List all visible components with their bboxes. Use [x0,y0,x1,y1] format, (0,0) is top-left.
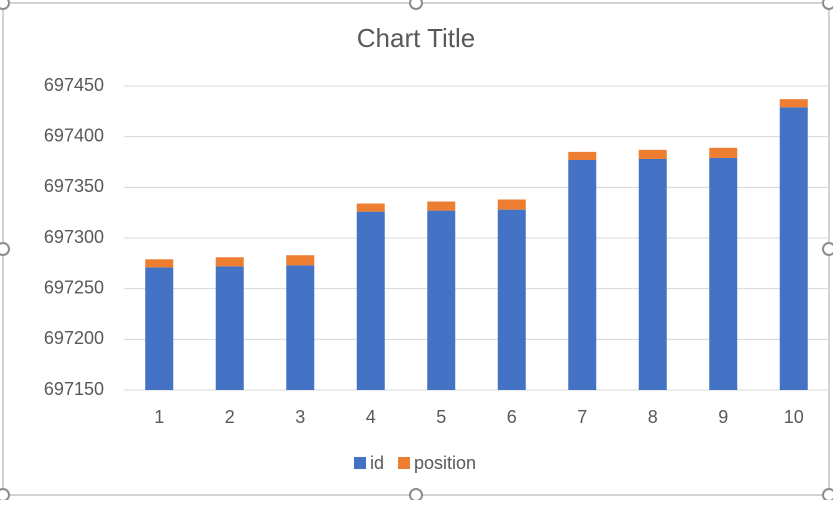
y-tick-label: 697150 [44,379,104,399]
bar-segment [145,267,174,390]
legend-label: id [370,453,384,473]
legend-swatch [354,457,366,469]
bar-segment [709,147,738,158]
legend-label: position [414,453,476,473]
bar-segment [145,259,174,268]
bar-segment [779,99,808,108]
x-tick-label: 5 [436,407,446,427]
y-tick-label: 697400 [44,125,104,145]
bar-segment [286,255,315,266]
bar-segment [427,210,456,390]
y-tick-label: 697300 [44,227,104,247]
chart-frame [2,2,830,496]
bar-segment [568,151,597,160]
x-tick-label: 7 [577,407,587,427]
bar-segment [779,107,808,390]
x-tick-label: 4 [366,407,376,427]
x-tick-label: 1 [154,407,164,427]
x-tick-label: 2 [225,407,235,427]
y-tick-label: 697250 [44,277,104,297]
x-tick-label: 10 [784,407,804,427]
y-tick-label: 697200 [44,328,104,348]
bar-segment [215,257,244,267]
x-tick-label: 9 [718,407,728,427]
bar-segment [709,157,738,390]
bar-segment [638,149,667,159]
chart-title: Chart Title [357,23,476,53]
bar-segment [356,211,385,390]
x-tick-label: 8 [648,407,658,427]
bar-segment [568,159,597,390]
bar-segment [497,209,526,390]
bar-segment [356,203,385,212]
y-tick-label: 697450 [44,75,104,95]
bar-segment [286,265,315,390]
y-tick-label: 697350 [44,176,104,196]
x-tick-label: 6 [507,407,517,427]
bar-segment [638,158,667,390]
legend-swatch [398,457,411,469]
bar-segment [427,201,456,211]
bar-segment [215,266,244,390]
x-tick-label: 3 [295,407,305,427]
bar-segment [497,199,526,210]
